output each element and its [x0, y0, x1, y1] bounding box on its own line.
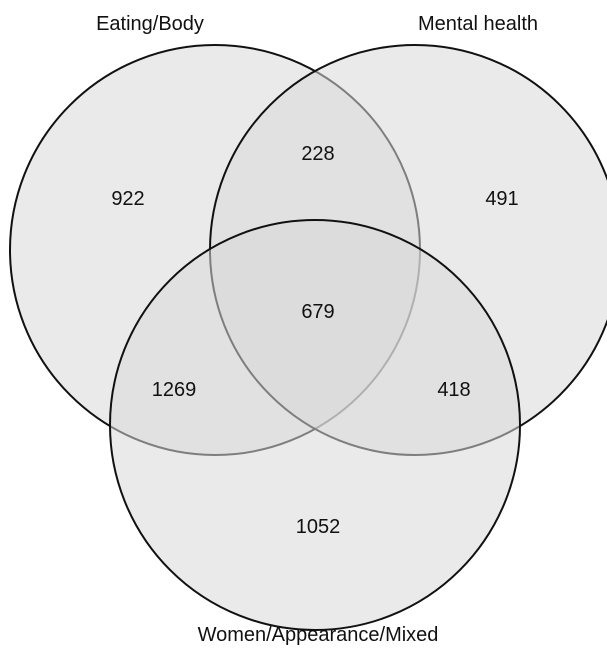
eating-body-label: Eating/Body [96, 13, 204, 35]
mental-health-label: Mental health [418, 13, 538, 35]
mental-health-only-count: 491 [485, 188, 518, 210]
women-appearance-mixed-label: Women/Appearance/Mixed [198, 624, 439, 646]
eating-body-and-women-appearance-mixed-count: 1269 [152, 379, 197, 401]
all-three-count: 679 [301, 301, 334, 323]
eating-body-and-mental-health-count: 228 [301, 143, 334, 165]
mental-health-and-women-appearance-mixed-count: 418 [437, 379, 470, 401]
eating-body-only-count: 922 [111, 188, 144, 210]
women-appearance-mixed-only-count: 1052 [296, 516, 341, 538]
women-appearance-mixed-circle [109, 219, 521, 631]
